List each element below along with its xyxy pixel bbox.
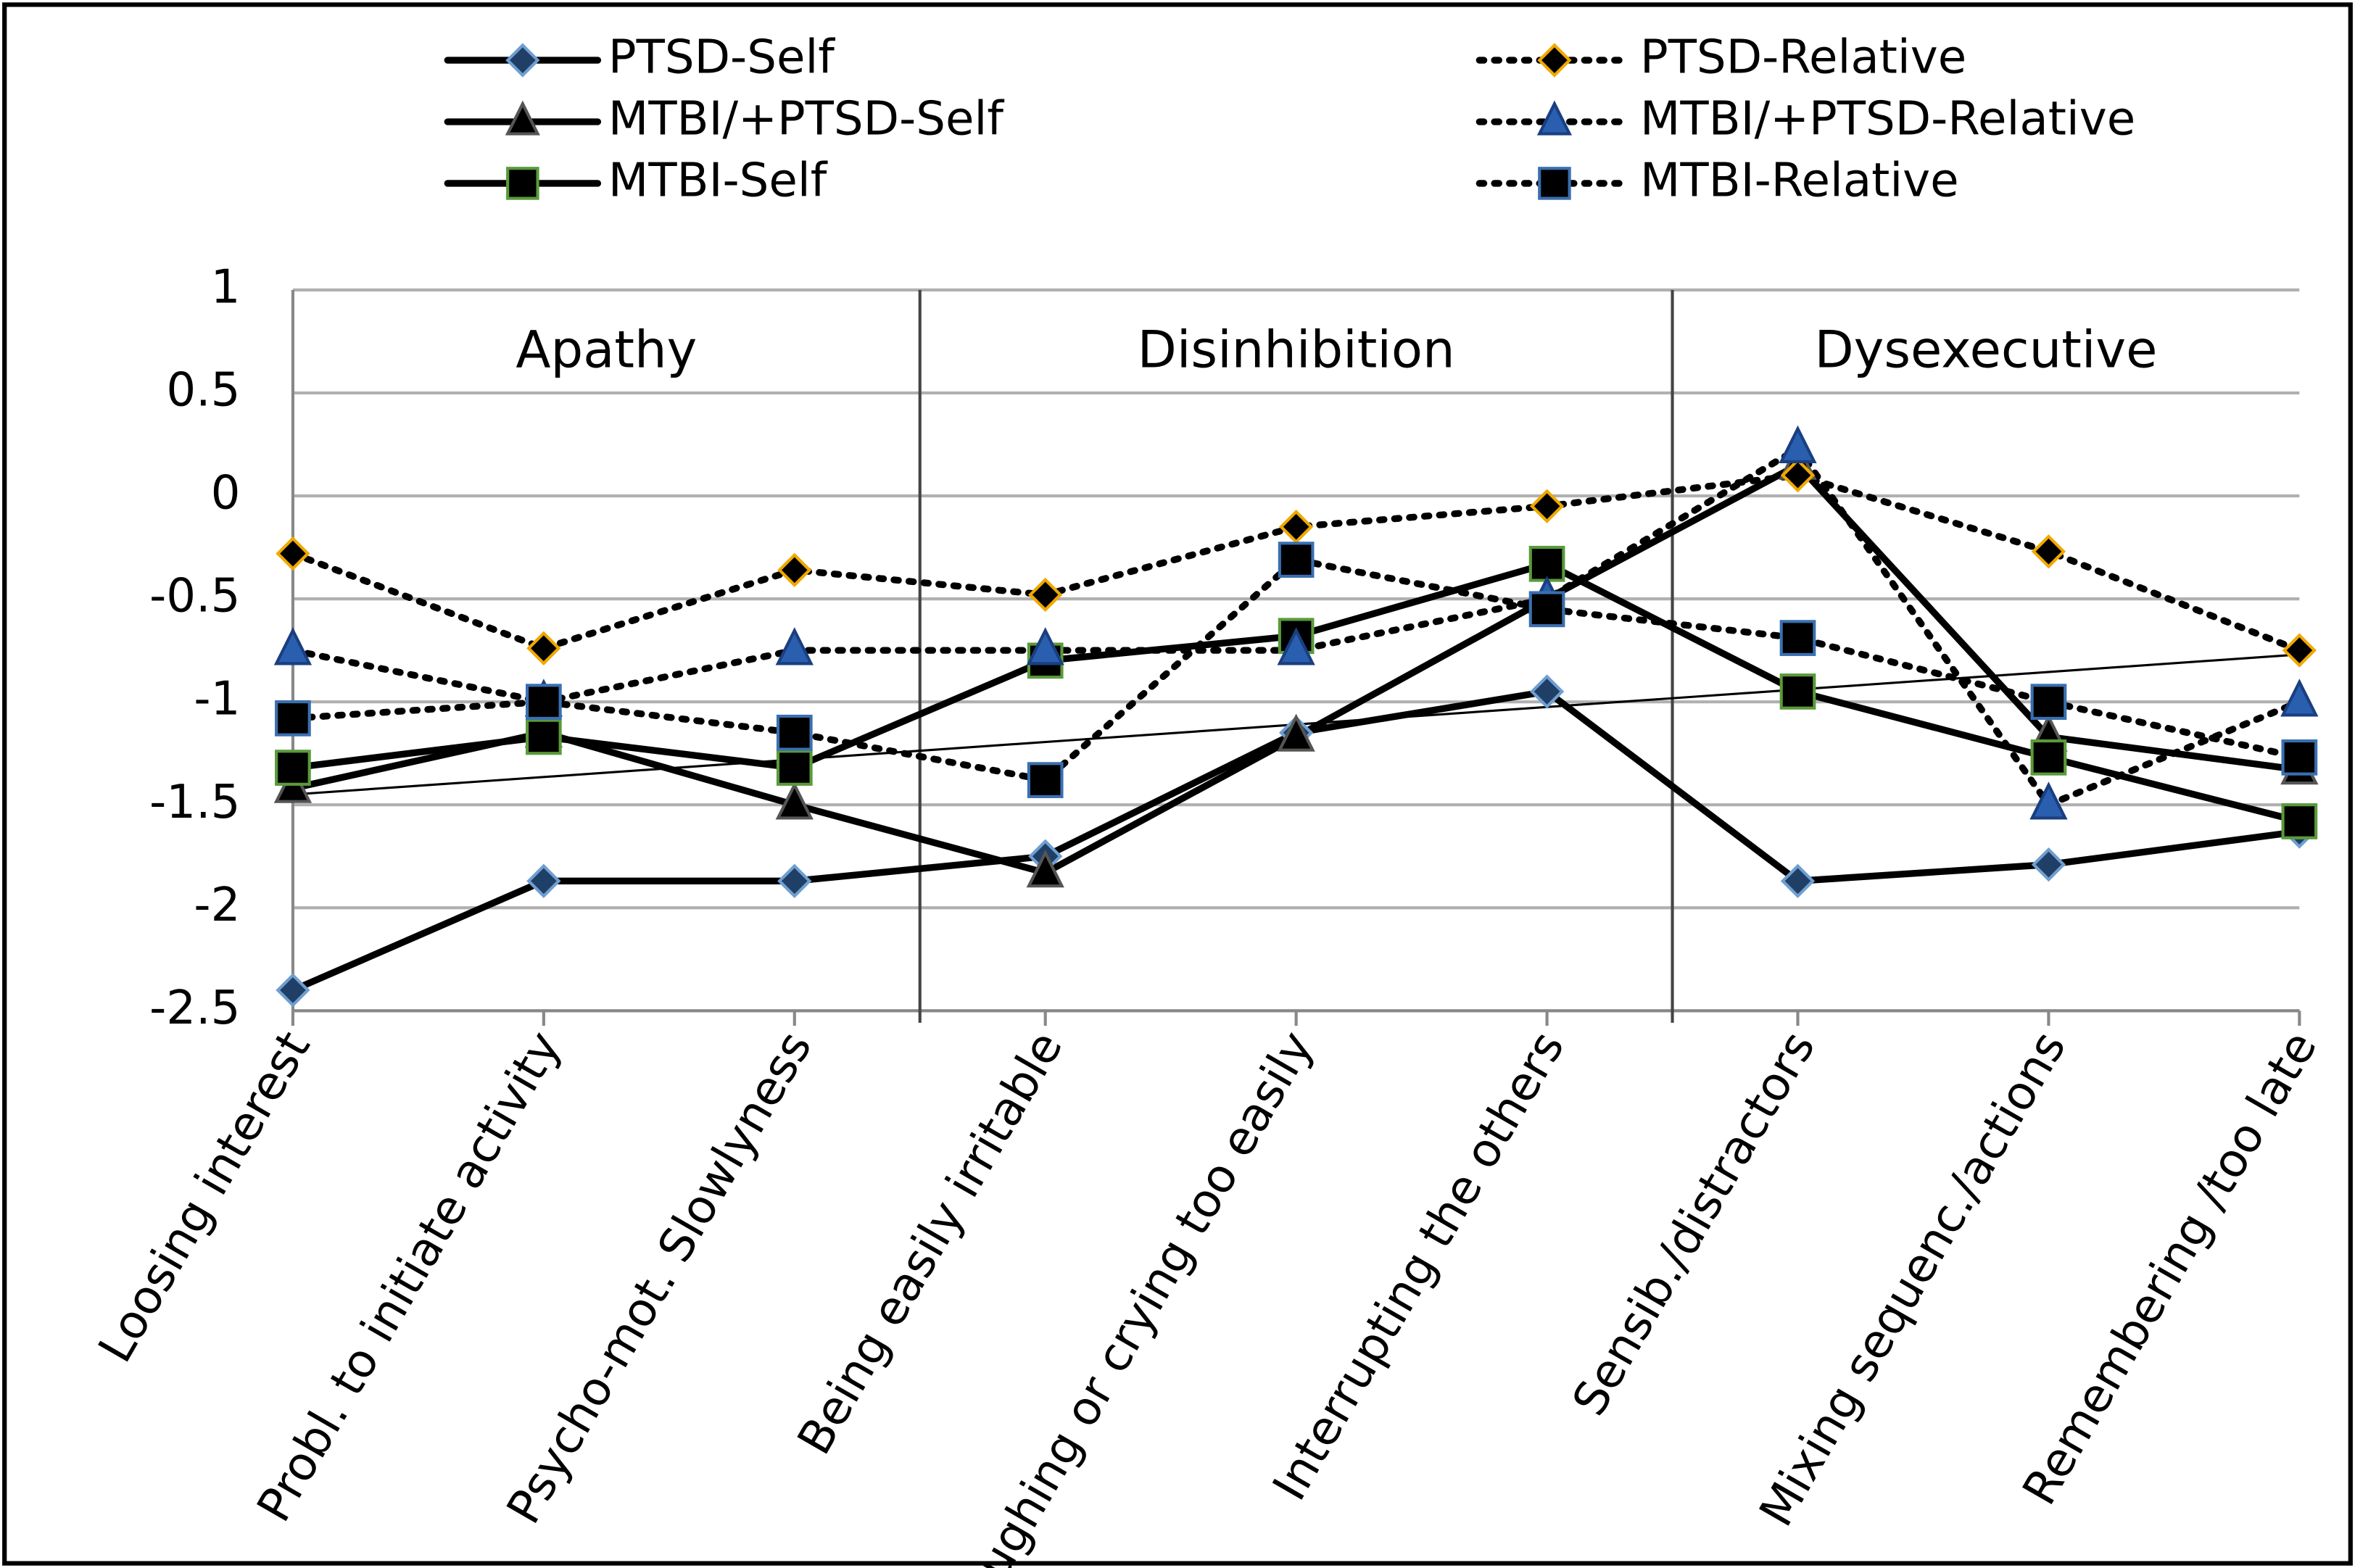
data-point (1026, 627, 1064, 665)
data-point (775, 781, 814, 820)
data-point (2280, 679, 2319, 717)
data-point (526, 631, 561, 665)
data-point (276, 536, 310, 571)
data-point (776, 750, 813, 786)
section-label: Disinhibition (1138, 320, 1455, 380)
legend-label: PTSD-Relative (1640, 30, 1966, 85)
y-tick-label: 0 (211, 466, 241, 520)
data-point (776, 714, 813, 751)
legend-label: MTBI/+PTSD-Relative (1640, 92, 2135, 146)
data-point (1780, 863, 1816, 898)
y-tick-label: -2 (194, 878, 240, 932)
y-tick-label: 1 (211, 260, 241, 315)
data-point (273, 627, 313, 665)
data-point (1529, 674, 1565, 709)
data-point (775, 627, 814, 665)
data-point (2282, 633, 2317, 668)
legend-label: MTBI-Self (608, 154, 828, 208)
data-point (526, 863, 561, 898)
y-tick-label: 0.5 (166, 363, 240, 418)
data-point (1278, 542, 1315, 578)
data-point (2031, 847, 2066, 882)
section-label: Apathy (516, 320, 697, 380)
data-point (276, 973, 310, 1008)
data-point (275, 750, 311, 786)
data-point (1277, 713, 1315, 752)
legend-label: MTBI-Relative (1640, 154, 1959, 208)
y-tick-label: -1 (194, 672, 240, 726)
data-point (2030, 739, 2067, 776)
data-point (1528, 591, 1565, 628)
data-point (1529, 489, 1565, 523)
data-point (1779, 673, 1816, 710)
section-label: Dysexecutive (1814, 320, 2157, 380)
data-point (1779, 620, 1816, 656)
data-point (526, 684, 562, 721)
legend-marker (1537, 43, 1572, 78)
y-tick-label: -1.5 (149, 775, 240, 829)
data-point (275, 700, 311, 737)
data-point (1780, 458, 1816, 493)
y-tick-label: -0.5 (149, 569, 240, 623)
data-point (1027, 762, 1064, 798)
data-point (526, 718, 562, 755)
data-point (2030, 684, 2067, 721)
data-point (777, 863, 812, 898)
data-point (1026, 849, 1064, 888)
legend-label: PTSD-Self (608, 30, 835, 85)
y-tick-label: -2.5 (149, 981, 240, 1035)
data-point (2281, 803, 2318, 839)
data-point (2029, 781, 2068, 820)
legend-marker (505, 100, 540, 136)
legend-marker (506, 167, 539, 200)
data-point (2281, 739, 2318, 776)
legend-marker (505, 43, 540, 78)
data-point (777, 552, 812, 587)
data-point (2031, 534, 2066, 569)
legend-label: MTBI/+PTSD-Self (608, 92, 1004, 146)
data-point (1779, 425, 1817, 464)
legend-marker (1536, 100, 1572, 136)
data-point (1028, 577, 1063, 613)
data-point (1528, 545, 1565, 582)
data-point (1277, 627, 1315, 665)
legend-marker (1538, 167, 1571, 200)
